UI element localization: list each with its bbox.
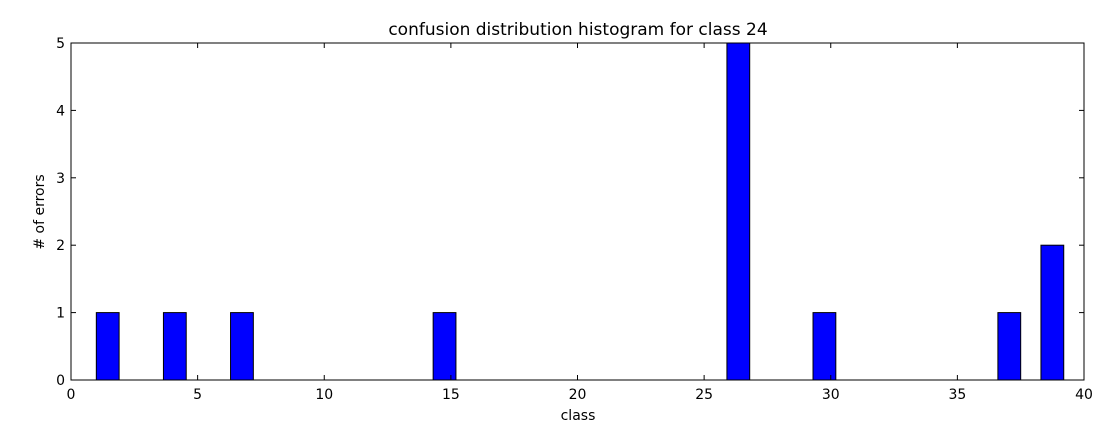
x-tick-label-7: 35 [948,387,966,403]
x-tick-label-0: 0 [67,387,76,403]
x-tick-label-8: 40 [1075,387,1093,403]
x-tick-label-4: 20 [569,387,587,403]
x-tick-label-2: 10 [315,387,333,403]
bar-3 [432,312,457,381]
y-ticks: 0 1 2 3 4 5 [56,36,1084,389]
y-axis-label: # of errors [32,174,48,249]
y-tick-label-4: 4 [56,103,65,119]
bar-7 [1040,244,1065,381]
y-tick-label-1: 1 [56,306,65,322]
bar-0 [95,312,120,381]
bar-6 [997,312,1022,381]
plot-frame [70,42,1085,381]
y-tick-label-3: 3 [56,171,65,187]
x-tick-label-5: 25 [695,387,713,403]
x-tick-label-1: 5 [193,387,202,403]
bar-5 [812,312,837,381]
x-tick-label-6: 30 [822,387,840,403]
bar-4 [726,42,751,381]
bar-2 [230,312,254,381]
bar-1 [162,312,187,381]
bars-layer [95,42,1065,381]
x-tick-label-3: 15 [442,387,460,403]
x-axis-label: class [561,408,596,424]
x-ticks: 0 5 10 15 20 25 30 35 40 [67,43,1093,403]
y-tick-label-2: 2 [56,238,65,254]
y-tick-label-0: 0 [56,373,65,389]
chart-title: confusion distribution histogram for cla… [388,20,767,40]
y-tick-label-5: 5 [56,36,65,52]
